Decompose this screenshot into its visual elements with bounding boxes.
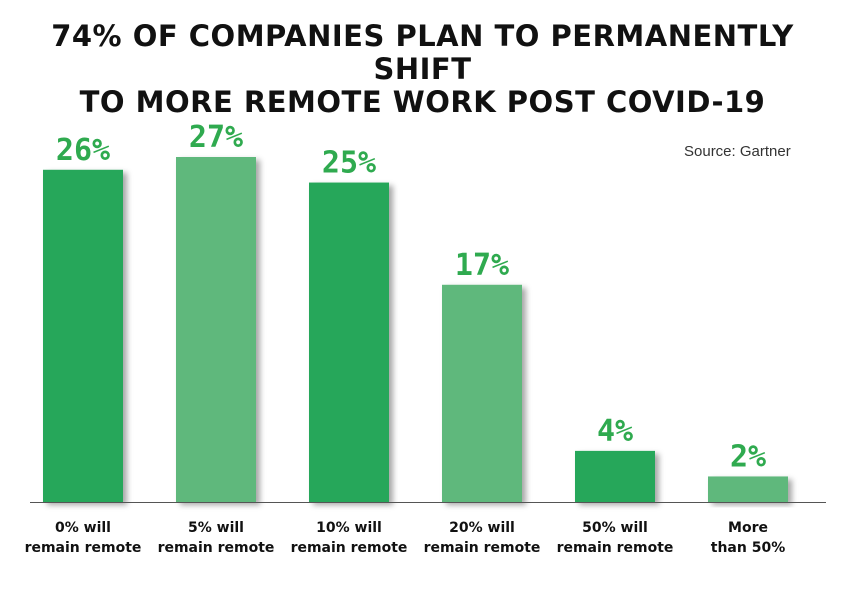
chart-title-line-2: TO MORE REMOTE WORK POST COVID-19 xyxy=(79,85,766,119)
category-label-4-line-1: remain remote xyxy=(557,540,674,556)
category-label-2-line-0: 10% will xyxy=(316,520,382,536)
value-label-1: 27% xyxy=(189,120,243,155)
value-label-2: 25% xyxy=(322,146,376,181)
value-label-0: 26% xyxy=(56,133,110,168)
value-label-4: 4% xyxy=(597,414,633,449)
value-label-5: 2% xyxy=(730,439,766,474)
bar-3 xyxy=(442,284,522,502)
chart-title-line-1: 74% OF COMPANIES PLAN TO PERMANENTLY SHI… xyxy=(51,19,794,86)
category-label-1-line-0: 5% will xyxy=(188,520,244,536)
category-label-0-line-0: 0% will xyxy=(55,520,111,536)
source-note: Source: Gartner xyxy=(684,143,791,160)
category-label-2-line-1: remain remote xyxy=(291,540,408,556)
bar-4 xyxy=(575,450,655,502)
category-label-1-line-1: remain remote xyxy=(158,540,275,556)
category-label-5-line-0: More xyxy=(728,520,768,536)
bar-5 xyxy=(708,476,788,502)
category-label-3-line-1: remain remote xyxy=(424,540,541,556)
category-label-0-line-1: remain remote xyxy=(25,540,142,556)
category-label-3-line-0: 20% will xyxy=(449,520,515,536)
category-label-4-line-0: 50% will xyxy=(582,520,648,536)
value-label-3: 17% xyxy=(455,248,509,283)
chart-title: 74% OF COMPANIES PLAN TO PERMANENTLY SHI… xyxy=(0,20,845,119)
category-label-5-line-1: than 50% xyxy=(711,540,785,556)
bar-2 xyxy=(309,182,389,503)
bar-0 xyxy=(43,169,123,502)
bar-1 xyxy=(176,157,256,502)
